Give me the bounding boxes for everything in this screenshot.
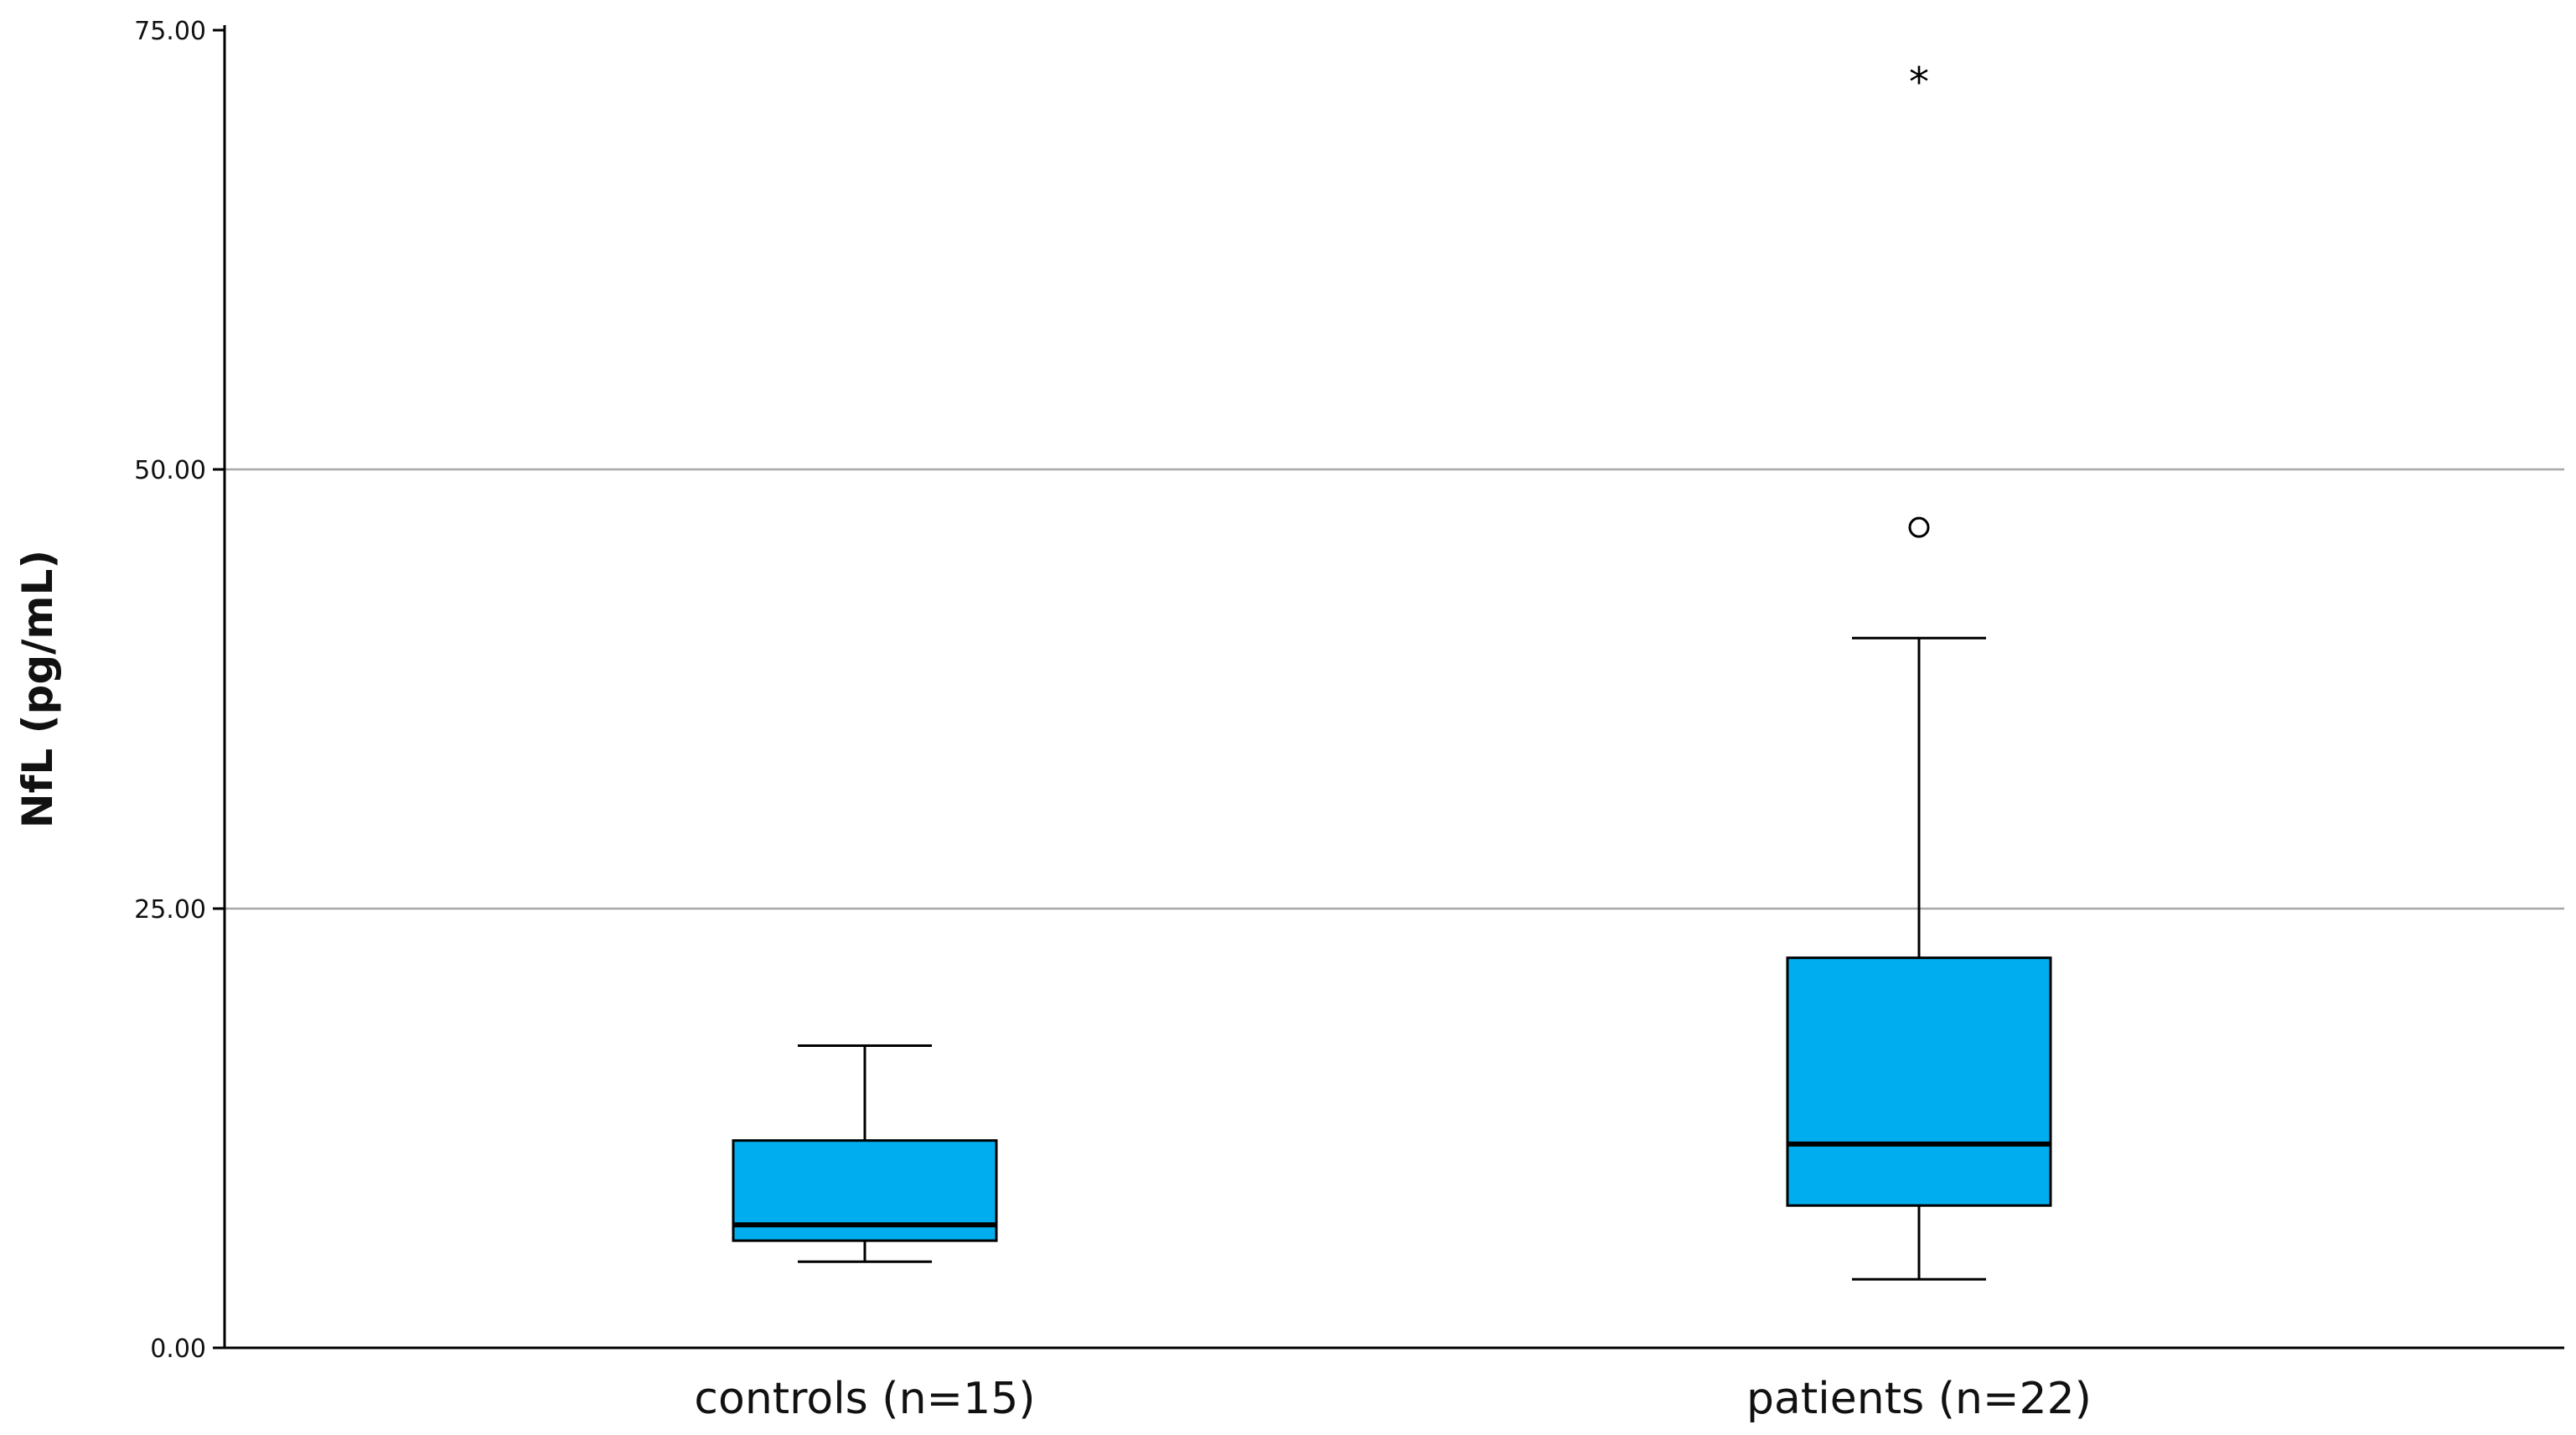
x-axis-categories: controls (n=15) patients (n=22) <box>694 1374 2092 1424</box>
box-group <box>732 1044 998 1263</box>
y-tick-label: 0.00 <box>150 1334 206 1364</box>
extreme-point: * <box>1909 60 1929 106</box>
axes <box>223 25 2564 1350</box>
boxes: * <box>732 60 2052 1281</box>
gridlines <box>225 468 2564 910</box>
y-tick-label: 25.00 <box>134 895 206 925</box>
y-tick-label: 75.00 <box>134 17 206 46</box>
y-axis-title: NfL (pg/mL) <box>13 550 62 828</box>
iqr-box <box>1786 956 2052 1207</box>
y-tick-label: 50.00 <box>134 456 206 485</box>
box-group: * <box>1786 60 2052 1281</box>
x-category-label: controls (n=15) <box>694 1374 1035 1424</box>
outlier-point <box>1908 516 1930 538</box>
x-category-label: patients (n=22) <box>1746 1374 2092 1424</box>
y-axis-ticks: 0.00 25.00 50.00 75.00 <box>134 17 225 1364</box>
